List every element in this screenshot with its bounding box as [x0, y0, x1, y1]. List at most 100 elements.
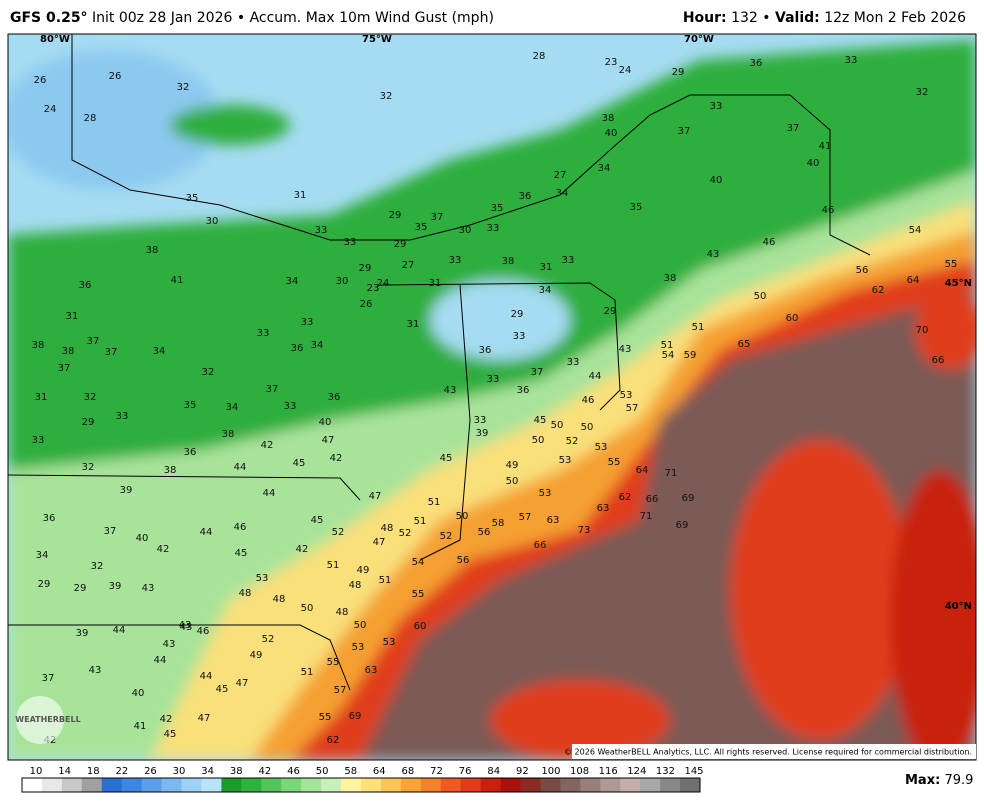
- colorbar-swatch: [201, 778, 222, 792]
- colorbar-swatch: [261, 778, 282, 792]
- station-value: 37: [42, 673, 55, 684]
- colorbar-swatch: [380, 778, 402, 792]
- station-value: 33: [845, 55, 858, 66]
- station-value: 50: [301, 603, 314, 614]
- station-value: 49: [506, 460, 519, 471]
- station-value: 38: [146, 245, 159, 256]
- station-value: 33: [474, 415, 487, 426]
- station-value: 29: [511, 309, 524, 320]
- colorbar-label: 116: [599, 766, 618, 777]
- colorbar-swatch: [520, 778, 541, 792]
- station-value: 31: [35, 392, 48, 403]
- station-value: 50: [354, 620, 367, 631]
- station-value: 29: [38, 579, 51, 590]
- station-value: 30: [206, 216, 219, 227]
- station-value: 45: [534, 415, 547, 426]
- station-value: 27: [554, 170, 567, 181]
- colorbar-label: 34: [201, 766, 214, 777]
- station-value: 37: [678, 126, 691, 137]
- station-value: 56: [856, 265, 869, 276]
- colorbar-swatch: [580, 778, 601, 792]
- station-value: 33: [32, 435, 45, 446]
- station-value: 36: [750, 58, 763, 69]
- station-value: 29: [82, 417, 95, 428]
- station-value: 35: [491, 203, 504, 214]
- station-value: 43: [707, 249, 720, 260]
- colorbar-label: 50: [316, 766, 329, 777]
- station-value: 31: [294, 190, 307, 201]
- station-value: 32: [91, 561, 104, 572]
- station-value: 34: [311, 340, 324, 351]
- station-value: 40: [319, 417, 332, 428]
- station-value: 43: [142, 583, 155, 594]
- station-value: 50: [581, 422, 594, 433]
- colorbar-label: 72: [430, 766, 443, 777]
- station-value: 42: [296, 544, 309, 555]
- station-value: 45: [235, 548, 248, 559]
- station-value: 37: [87, 336, 100, 347]
- station-value: 42: [157, 544, 170, 555]
- station-value: 52: [262, 634, 275, 645]
- station-value: 33: [284, 401, 297, 412]
- station-value: 33: [567, 357, 580, 368]
- colorbar-swatch: [600, 778, 621, 792]
- logo: WEATHERBELL: [15, 715, 80, 724]
- station-value: 31: [429, 278, 442, 289]
- station-value: 38: [502, 256, 515, 267]
- station-value: 43: [163, 639, 176, 650]
- station-value: 41: [134, 721, 147, 732]
- colorbar-label: 132: [656, 766, 675, 777]
- station-value: 47: [373, 537, 386, 548]
- station-value: 69: [682, 493, 695, 504]
- station-value: 69: [349, 711, 362, 722]
- station-value: 65: [738, 339, 751, 350]
- station-value: 44: [113, 625, 126, 636]
- station-value: 53: [559, 455, 572, 466]
- station-value: 48: [349, 580, 362, 591]
- station-value: 55: [412, 589, 425, 600]
- station-value: 48: [273, 594, 286, 605]
- colorbar-swatch: [221, 778, 242, 792]
- station-value: 48: [381, 523, 394, 534]
- station-value: 46: [582, 395, 595, 406]
- colorbar-label: 145: [684, 766, 703, 777]
- colorbar-swatch: [460, 778, 482, 792]
- colorbar-swatch: [301, 778, 322, 792]
- station-value: 42: [160, 714, 173, 725]
- station-value: 44: [154, 655, 167, 666]
- colorbar-label: 38: [230, 766, 243, 777]
- station-value: 52: [440, 531, 453, 542]
- station-value: 54: [909, 225, 922, 236]
- colorbar-swatch: [22, 778, 43, 792]
- colorbar-swatch: [181, 778, 202, 792]
- station-value: 37: [787, 123, 800, 134]
- station-value: 29: [672, 67, 685, 78]
- station-value: 58: [492, 518, 505, 529]
- station-value: 49: [357, 565, 370, 576]
- station-value: 46: [234, 522, 247, 533]
- station-value: 39: [120, 485, 133, 496]
- station-value: 47: [369, 491, 382, 502]
- colorbar-label: 108: [570, 766, 589, 777]
- station-value: 53: [595, 442, 608, 453]
- station-value: 34: [556, 188, 569, 199]
- station-value: 41: [819, 141, 832, 152]
- station-value: 55: [319, 712, 332, 723]
- station-value: 51: [327, 560, 340, 571]
- lon-label: 70°W: [684, 34, 714, 45]
- station-value: 46: [197, 626, 210, 637]
- station-value: 55: [327, 657, 340, 668]
- station-value: 36: [43, 513, 56, 524]
- station-value: 37: [58, 363, 71, 374]
- station-value: 64: [907, 275, 920, 286]
- station-value: 70: [916, 325, 929, 336]
- map-field: [8, 34, 976, 760]
- station-value: 32: [202, 367, 215, 378]
- station-value: 33: [301, 317, 314, 328]
- station-value: 50: [551, 420, 564, 431]
- station-value: 45: [440, 453, 453, 464]
- colorbar-label: 26: [144, 766, 157, 777]
- colorbar-swatch: [560, 778, 581, 792]
- colorbar-label: 18: [87, 766, 100, 777]
- max-label: Max: 79.9: [905, 773, 973, 788]
